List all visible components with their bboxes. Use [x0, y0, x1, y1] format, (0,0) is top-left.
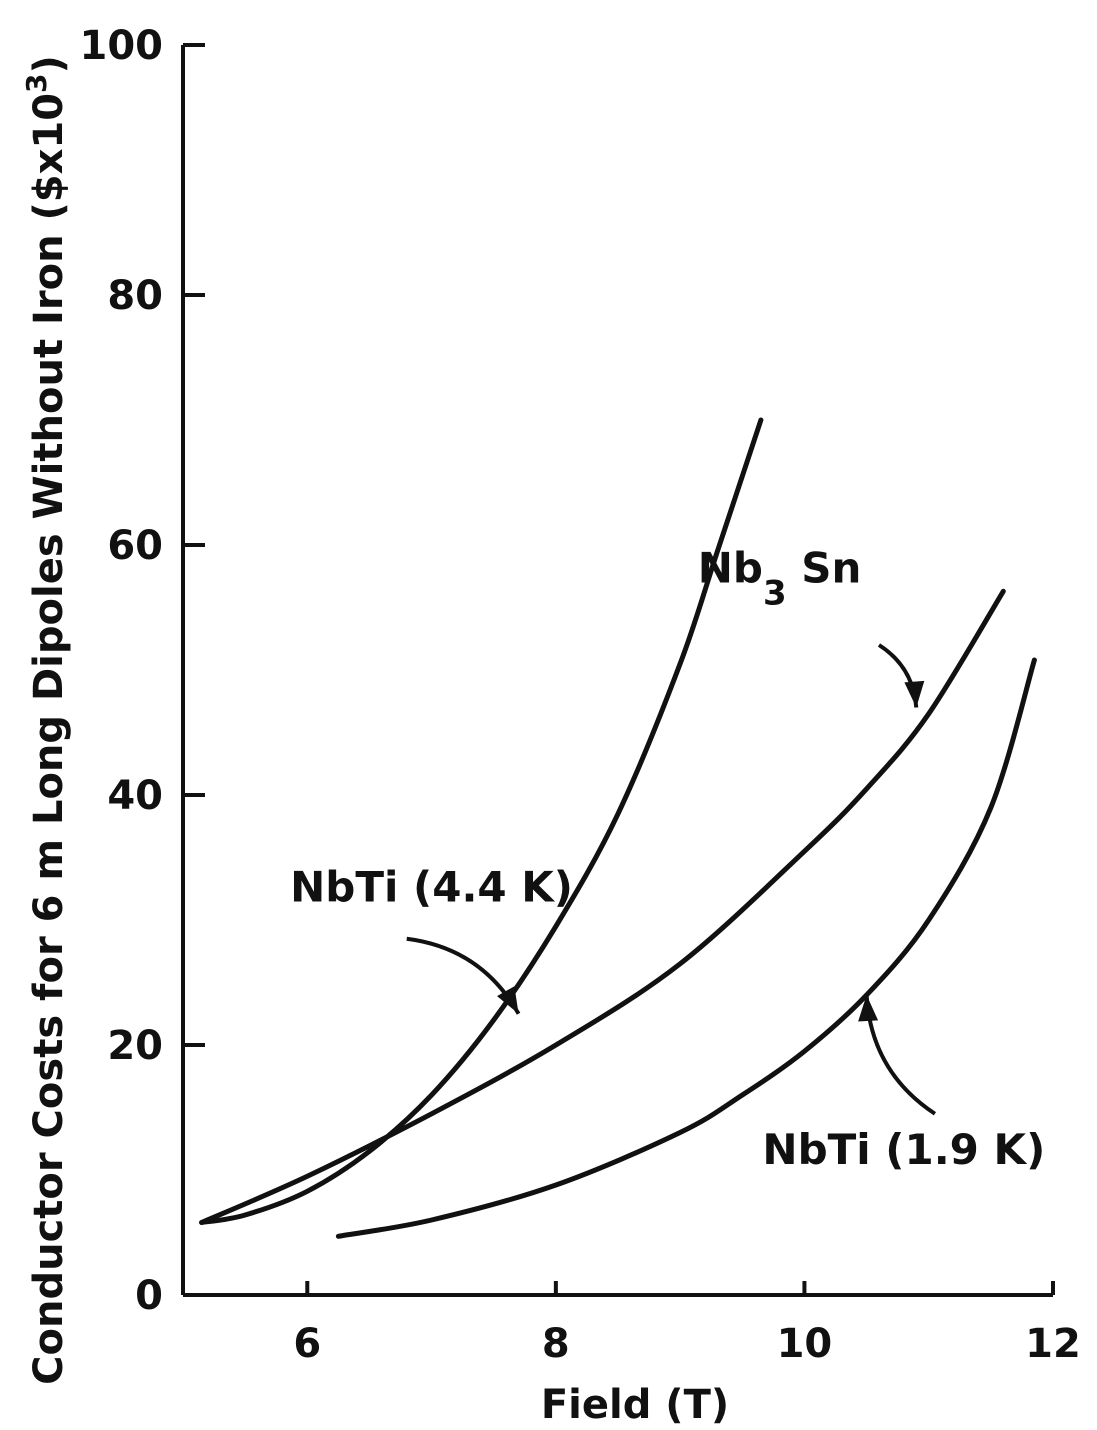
y-tick-label: 60	[107, 523, 163, 569]
series-line-1	[199, 417, 764, 1225]
series-label-1: NbTi (4.4 K)	[290, 862, 573, 911]
y-tick-label: 80	[107, 273, 163, 319]
y-axis-title-main: Conductor Costs for 6 m Long Dipoles Wit…	[26, 93, 72, 1385]
x-tick-label: 6	[293, 1321, 321, 1367]
y-tick-label: 100	[80, 23, 164, 69]
annotation-arrow-1	[406, 936, 521, 1015]
x-ticks: 6 8 10 12	[293, 1281, 1081, 1367]
annotation-arrowhead-3	[858, 995, 879, 1022]
y-tick-label: 20	[107, 1023, 163, 1069]
x-tick-label: 12	[1025, 1321, 1081, 1367]
curves	[199, 417, 1037, 1239]
annotation-arrowhead-2	[904, 680, 925, 708]
series-label-3: NbTi (1.9 K)	[762, 1125, 1045, 1174]
series-line-3	[335, 657, 1037, 1239]
y-ticks: 0 20 40 60 80 100	[80, 23, 205, 1319]
annotation-arrow-2	[877, 643, 919, 708]
y-axis-title: Conductor Costs for 6 m Long Dipoles Wit…	[20, 55, 72, 1385]
y-tick-label: 0	[135, 1273, 163, 1319]
series-label-2: Nb3 Sn	[698, 544, 862, 614]
y-tick-label: 40	[107, 773, 163, 819]
annotations: NbTi (4.4 K) Nb3 Sn NbTi (1.9 K)	[290, 544, 1045, 1174]
series-line-2	[199, 588, 1006, 1225]
annotation-arrowhead-1	[497, 986, 519, 1014]
x-tick-label: 10	[777, 1321, 833, 1367]
x-axis-title: Field (T)	[541, 1382, 729, 1428]
x-tick-label: 8	[542, 1321, 570, 1367]
y-axis-title-suffix: )	[26, 55, 72, 73]
annotation-arrow-3	[864, 994, 937, 1116]
y-axis-title-superscript: 3	[20, 73, 53, 92]
